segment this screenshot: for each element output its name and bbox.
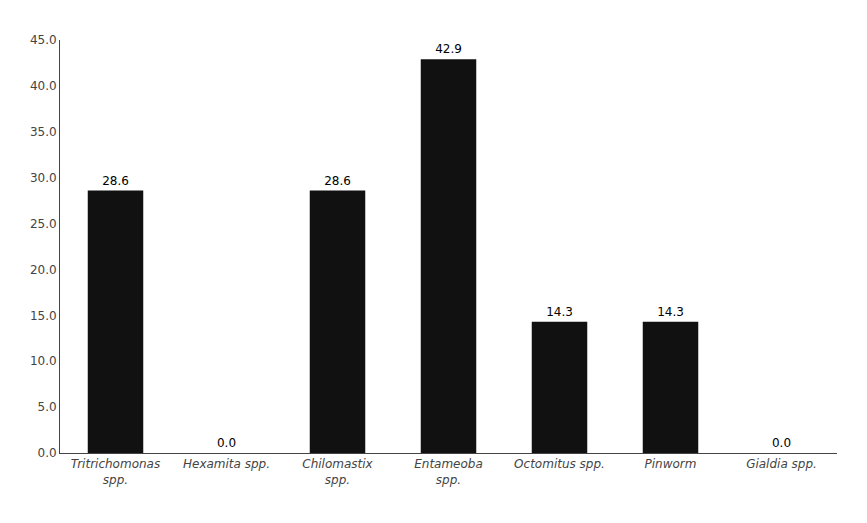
svg-text:Gialdia spp.: Gialdia spp. <box>746 457 817 471</box>
svg-text:Tritrichomonasspp.: Tritrichomonasspp. <box>71 457 160 487</box>
svg-text:Octomitus spp.: Octomitus spp. <box>514 457 605 471</box>
svg-text:Chilomastixspp.: Chilomastixspp. <box>302 457 373 487</box>
svg-text:0.0: 0.0 <box>772 436 791 450</box>
svg-text:14.3: 14.3 <box>657 305 684 319</box>
svg-text:30.0: 30.0 <box>30 171 57 185</box>
svg-text:Pinworm: Pinworm <box>645 457 697 471</box>
svg-text:20.0: 20.0 <box>30 263 57 277</box>
svg-text:Hexamita spp.: Hexamita spp. <box>183 457 270 471</box>
svg-text:25.0: 25.0 <box>30 217 57 231</box>
svg-text:28.6: 28.6 <box>102 174 129 188</box>
svg-text:42.9: 42.9 <box>435 42 462 56</box>
svg-text:5.0: 5.0 <box>38 400 57 414</box>
svg-text:14.3: 14.3 <box>546 305 573 319</box>
svg-text:35.0: 35.0 <box>30 125 57 139</box>
svg-text:28.6: 28.6 <box>324 174 351 188</box>
svg-text:40.0: 40.0 <box>30 79 57 93</box>
svg-text:Entameobaspp.: Entameobaspp. <box>414 457 483 487</box>
svg-text:15.0: 15.0 <box>30 309 57 323</box>
svg-text:10.0: 10.0 <box>30 354 57 368</box>
svg-text:0.0: 0.0 <box>38 446 57 460</box>
svg-text:0.0: 0.0 <box>217 436 236 450</box>
svg-text:45.0: 45.0 <box>30 33 57 47</box>
